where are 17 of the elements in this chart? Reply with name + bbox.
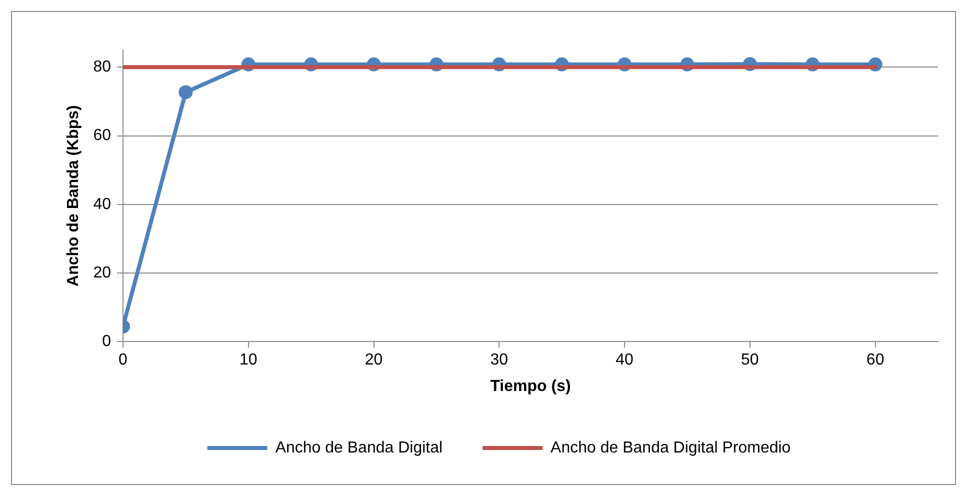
- y-tick-label: 0: [102, 333, 112, 350]
- x-tick-label: 50: [741, 352, 759, 369]
- x-tick-label: 60: [866, 352, 884, 369]
- legend-label: Ancho de Banda Digital Promedio: [550, 439, 791, 456]
- y-tick-label: 20: [93, 264, 112, 282]
- x-tick-label: 30: [490, 352, 508, 369]
- y-tick-label: 60: [93, 127, 112, 144]
- y-tick-label: 40: [93, 196, 112, 213]
- x-tick-label: 20: [364, 352, 383, 369]
- x-tick-label: 40: [616, 352, 634, 369]
- y-axis-title: Ancho de Banda (Kbps): [65, 105, 82, 286]
- y-tick-label: 80: [93, 58, 112, 76]
- legend-label: Ancho de Banda Digital: [275, 439, 443, 456]
- point: [178, 85, 193, 100]
- x-tick-label: 10: [239, 352, 258, 369]
- x-tick-label: 0: [118, 352, 128, 369]
- x-axis-title: Tiempo (s): [490, 378, 571, 395]
